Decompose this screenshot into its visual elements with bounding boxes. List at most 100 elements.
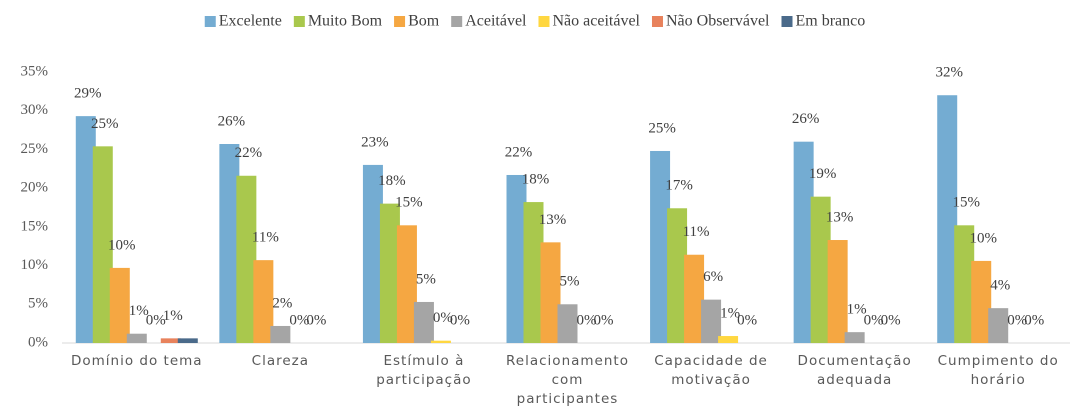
bar — [219, 144, 240, 343]
x-tick-label: Clareza — [251, 353, 310, 369]
data-label: 0% — [577, 312, 597, 328]
legend-swatch — [651, 16, 663, 27]
data-label: 26% — [792, 111, 820, 127]
data-label: 0% — [450, 312, 470, 328]
bar — [253, 260, 274, 343]
y-tick-label: 10% — [21, 257, 49, 273]
bar — [557, 304, 578, 343]
y-tick-label: 30% — [21, 102, 49, 118]
data-label: 0% — [146, 312, 166, 328]
data-label: 29% — [74, 86, 102, 102]
legend-label: Excelente — [219, 13, 282, 30]
data-label: 22% — [505, 144, 533, 160]
data-label: 10% — [108, 237, 136, 253]
data-label: 1% — [720, 305, 740, 321]
data-label: 15% — [395, 195, 423, 211]
data-label: 0% — [1007, 312, 1027, 328]
y-tick-label: 35% — [21, 63, 49, 79]
bar — [379, 203, 400, 343]
bar — [827, 240, 848, 343]
legend-label: Não Observável — [666, 13, 770, 30]
legend-label: Muito Bom — [308, 13, 383, 30]
bar — [684, 254, 705, 343]
legend-label: Bom — [408, 13, 440, 30]
data-label: 4% — [990, 278, 1010, 294]
bar — [810, 196, 831, 343]
y-tick-label: 0% — [28, 334, 48, 350]
bar — [177, 338, 198, 343]
bar — [430, 340, 451, 343]
legend-swatch — [538, 16, 550, 27]
bar — [540, 242, 561, 343]
y-tick-label: 5% — [28, 296, 48, 312]
bar — [718, 336, 739, 343]
data-label: 19% — [809, 166, 837, 182]
x-tick-label: Cumpimento do horário — [937, 353, 1059, 388]
data-label: 15% — [952, 195, 980, 211]
bar — [937, 95, 958, 343]
data-label: 0% — [737, 312, 757, 328]
data-label: 26% — [218, 113, 246, 129]
data-label: 0% — [594, 312, 614, 328]
legend-label: Aceitável — [465, 13, 527, 30]
bar — [954, 225, 975, 343]
data-label: 0% — [1024, 312, 1044, 328]
bar — [988, 308, 1009, 343]
data-label: 6% — [703, 269, 723, 285]
bar — [701, 299, 722, 343]
data-label: 1% — [163, 308, 183, 324]
data-label: 13% — [539, 212, 567, 228]
y-tick-label: 25% — [21, 141, 49, 157]
bar — [92, 146, 113, 343]
data-label: 25% — [648, 120, 676, 136]
data-label: 11% — [252, 230, 279, 246]
legend-swatch — [394, 16, 406, 27]
bar — [793, 141, 814, 343]
legend-label: Em branco — [796, 13, 866, 30]
data-label: 13% — [826, 209, 854, 225]
legend-swatch — [293, 16, 305, 27]
bar — [109, 267, 130, 343]
data-label: 17% — [665, 178, 693, 194]
data-label: 32% — [935, 65, 963, 81]
bar — [396, 225, 417, 343]
x-tick-label: Domínio do tema — [71, 353, 203, 369]
data-label: 0% — [864, 312, 884, 328]
legend-swatch — [204, 16, 216, 27]
data-label: 1% — [847, 302, 867, 318]
bar — [270, 325, 291, 343]
x-tick-label: Capacidade de motivação — [654, 353, 768, 388]
legend-label: Não aceitável — [552, 13, 640, 30]
legend-swatch — [781, 16, 793, 27]
data-label: 2% — [272, 295, 292, 311]
data-label: 23% — [361, 134, 389, 150]
bar — [971, 260, 992, 343]
bar — [650, 150, 671, 343]
data-label: 25% — [91, 116, 119, 132]
data-label: 0% — [433, 310, 453, 326]
data-label: 18% — [522, 172, 550, 188]
legend-swatch — [451, 16, 463, 27]
data-label: 11% — [683, 224, 710, 240]
data-label: 5% — [416, 271, 436, 287]
data-label: 1% — [129, 303, 149, 319]
x-tick-label: Estímulo à participação — [376, 353, 472, 388]
bar — [160, 338, 181, 343]
data-label: 10% — [969, 230, 997, 246]
bar — [126, 333, 147, 343]
bar — [362, 164, 383, 343]
bar — [75, 116, 96, 344]
bar — [413, 301, 434, 343]
bar — [506, 174, 527, 343]
bar — [236, 175, 257, 343]
bar — [523, 202, 544, 343]
y-tick-label: 15% — [21, 218, 49, 234]
data-label: 5% — [560, 274, 580, 290]
data-label: 18% — [378, 173, 406, 189]
y-tick-label: 20% — [21, 180, 49, 196]
x-tick-label: Documentação adequada — [797, 353, 912, 388]
data-label: 0% — [306, 312, 326, 328]
bar — [844, 332, 865, 343]
